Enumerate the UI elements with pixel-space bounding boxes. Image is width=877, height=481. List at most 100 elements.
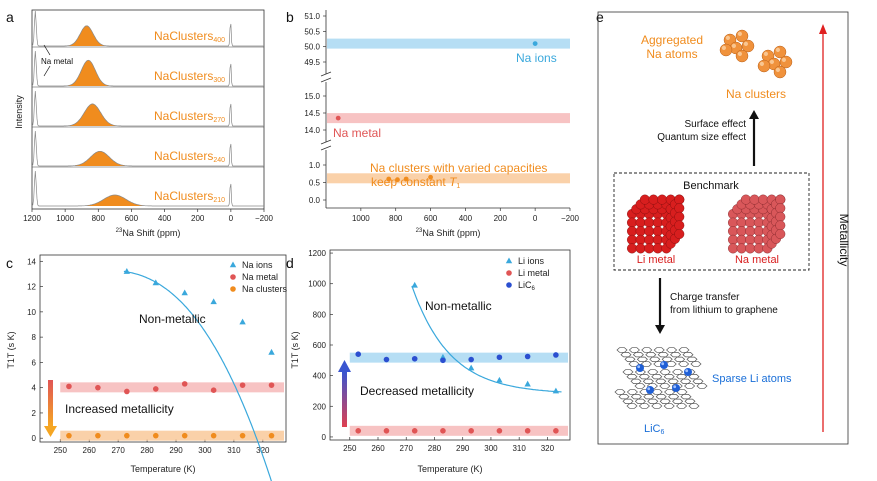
graphene-hex: [622, 369, 634, 375]
panel-a-xtick-label: 400: [158, 214, 172, 223]
panel-b-point: [335, 115, 341, 121]
metal-atom: [652, 234, 663, 245]
panel-a-peak-fill: [62, 60, 115, 86]
ytick-label: 200: [313, 402, 327, 411]
metallicity-label: Metallicity: [837, 214, 851, 267]
data-point-circle: [411, 355, 418, 362]
li-atom-highlight: [685, 369, 689, 373]
metal-atom: [728, 243, 739, 254]
graphene-hex: [636, 356, 648, 362]
from-lithium-label: from lithium to graphene: [670, 305, 778, 316]
series-band: [349, 352, 568, 363]
graphene-hex: [655, 394, 667, 400]
data-point-triangle: [467, 364, 475, 371]
data-point-triangle: [123, 268, 131, 274]
panel-a-series-label: NaClusters210: [154, 189, 225, 204]
metal-atom: [635, 226, 646, 237]
legend-marker: [506, 282, 512, 288]
graphene-hex: [666, 347, 678, 353]
graphene-hex: [647, 369, 659, 375]
panel-a-xtick-label: 600: [125, 214, 139, 223]
graphene-hex: [690, 361, 702, 367]
data-point-circle: [268, 382, 275, 388]
panel-c-ylabel: T1T (s K): [6, 331, 16, 368]
na-metal-label: Na metal: [735, 254, 779, 266]
metal-atom: [635, 234, 646, 245]
panel-b-ytick-label: 14.5: [304, 109, 320, 118]
ytick-label: 4: [32, 384, 37, 393]
data-point-circle: [124, 432, 130, 439]
ytick-label: 14: [27, 257, 36, 266]
xtick-label: 310: [512, 444, 526, 453]
panel-b-xtick-label: 600: [424, 214, 438, 223]
graphene-hex: [634, 383, 646, 389]
graphene-hex: [696, 383, 708, 389]
li-atom-highlight: [673, 385, 677, 389]
na-atom: [735, 49, 749, 63]
na-atom-highlight: [781, 57, 787, 63]
data-point-circle: [383, 356, 390, 363]
metal-atom: [674, 194, 685, 205]
benchmark-label: Benchmark: [683, 180, 739, 192]
legend-marker: [230, 274, 236, 280]
panel-a-annotation-pointers: [43, 44, 51, 77]
graphene-hex: [616, 347, 628, 353]
panel-b-ytick-label: 0.0: [309, 196, 321, 205]
metal-atom: [674, 203, 685, 214]
panel-label-a: a: [6, 9, 14, 25]
metal-atom: [674, 228, 685, 239]
graphene-hex: [657, 352, 669, 358]
metallicity-arrowhead: [819, 24, 827, 34]
data-point-triangle: [411, 281, 418, 288]
panel-b-ytick-label: 49.5: [304, 58, 320, 67]
data-point-circle: [124, 388, 130, 395]
li-atom: [672, 384, 680, 392]
li-atom-highlight: [637, 365, 641, 369]
legend-label: Na metal: [242, 272, 278, 282]
data-point-circle: [553, 352, 559, 358]
data-point-circle: [383, 428, 390, 434]
data-point-circle: [268, 432, 275, 439]
xtick-label: 290: [456, 444, 470, 453]
metal-atom: [652, 226, 663, 237]
graphene-hex: [668, 394, 680, 400]
metal-atom: [674, 220, 685, 231]
graphene-hex: [659, 383, 671, 389]
metal-atom: [736, 234, 747, 245]
aggregated-label-1: Aggregated: [641, 33, 703, 47]
metal-atom: [736, 243, 747, 254]
panel-label-d: d: [286, 255, 294, 271]
graphene-hex: [676, 403, 688, 409]
surface-effect-label: Surface effect: [684, 119, 746, 130]
xtick-label: 320: [541, 444, 555, 453]
panel-b-axis-break: [320, 139, 332, 151]
legend-marker: [230, 286, 236, 292]
graphene-hex: [688, 403, 700, 409]
panel-b-na-metal-label: Na metal: [333, 126, 381, 140]
na-atom: [773, 65, 787, 79]
benchmark-box: [613, 172, 810, 271]
panel-b-band: [327, 173, 570, 184]
panel-b-band: [327, 113, 570, 124]
panel-b-xtick-label: 400: [459, 214, 473, 223]
graphene-hex: [641, 347, 653, 353]
graphene-hex: [670, 352, 682, 358]
xtick-label: 250: [54, 446, 68, 455]
metal-atom: [736, 217, 747, 228]
metal-atom: [635, 217, 646, 228]
metal-atom: [728, 226, 739, 237]
data-point-circle: [496, 428, 503, 434]
data-point-circle: [524, 428, 531, 434]
panel-b-ytick-label: 14.0: [304, 126, 320, 135]
metal-atom: [745, 226, 756, 237]
ytick-label: 600: [313, 341, 327, 350]
li-atom: [636, 364, 644, 372]
panel-a-peak-fill: [73, 195, 156, 206]
metal-atom: [753, 243, 764, 254]
data-point-circle: [95, 384, 101, 391]
data-point-circle: [210, 387, 217, 393]
metal-atom: [627, 217, 638, 228]
series-band: [349, 425, 568, 436]
ytick-label: 10: [27, 308, 36, 317]
panel-b-band: [327, 38, 570, 49]
